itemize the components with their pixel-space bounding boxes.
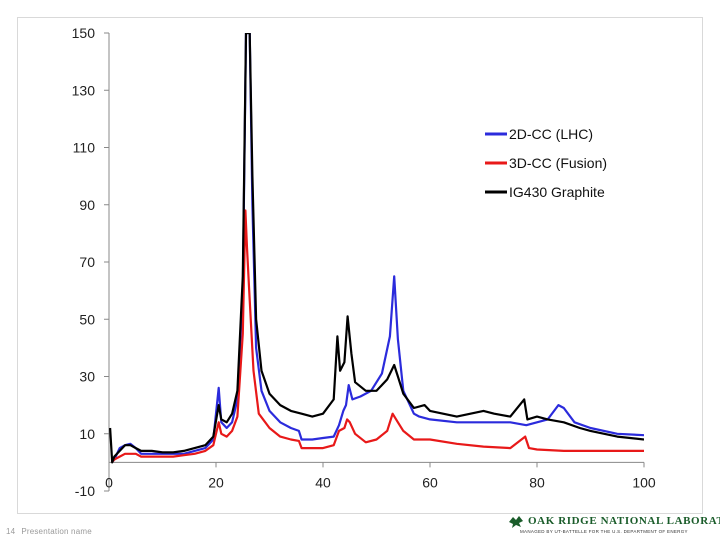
ornl-logo: OAK RIDGE NATIONAL LABORATORY MANAGED BY… bbox=[506, 514, 720, 538]
y-tick-label: 90 bbox=[79, 197, 95, 213]
oak-leaf-icon bbox=[509, 516, 523, 528]
footer: 14 Presentation name bbox=[6, 527, 98, 536]
y-tick-label: 10 bbox=[79, 426, 95, 442]
y-tick-label: 70 bbox=[79, 254, 95, 270]
series-line-2d-cc-lhc bbox=[110, 33, 644, 464]
chart-frame: 150 130 110 90 70 50 30 10 -10 0 20 40 60 80 100 2D-CC … bbox=[17, 17, 703, 514]
series-line-ig430-graphite bbox=[109, 33, 644, 464]
y-tick-label: 130 bbox=[72, 82, 96, 98]
y-tick-label: 150 bbox=[72, 25, 96, 41]
legend-label: IG430 Graphite bbox=[509, 184, 605, 200]
y-tick-label: 30 bbox=[79, 369, 95, 385]
page-number: 14 bbox=[6, 527, 16, 536]
legend-label: 2D-CC (LHC) bbox=[509, 126, 593, 142]
y-tick-label: 110 bbox=[73, 140, 96, 156]
series-line-3d-cc-fusion bbox=[110, 209, 644, 464]
presentation-name: Presentation name bbox=[21, 527, 92, 536]
x-tick-label: 40 bbox=[315, 474, 331, 490]
x-tick-label: 20 bbox=[208, 474, 224, 490]
x-tick-label: 60 bbox=[422, 474, 438, 490]
line-chart: 150 130 110 90 70 50 30 10 -10 0 20 40 60 80 100 2D-CC … bbox=[72, 25, 656, 499]
lab-name: OAK RIDGE NATIONAL LABORATORY bbox=[528, 515, 720, 527]
legend-label: 3D-CC (Fusion) bbox=[509, 155, 607, 171]
y-tick-label: -10 bbox=[75, 483, 95, 499]
lab-subtitle: MANAGED BY UT-BATTELLE FOR THE U.S. DEPA… bbox=[520, 529, 688, 534]
x-tick-label: 0 bbox=[105, 474, 113, 490]
x-tick-label: 100 bbox=[632, 474, 656, 490]
x-tick-label: 80 bbox=[529, 474, 545, 490]
y-tick-label: 50 bbox=[79, 311, 95, 327]
